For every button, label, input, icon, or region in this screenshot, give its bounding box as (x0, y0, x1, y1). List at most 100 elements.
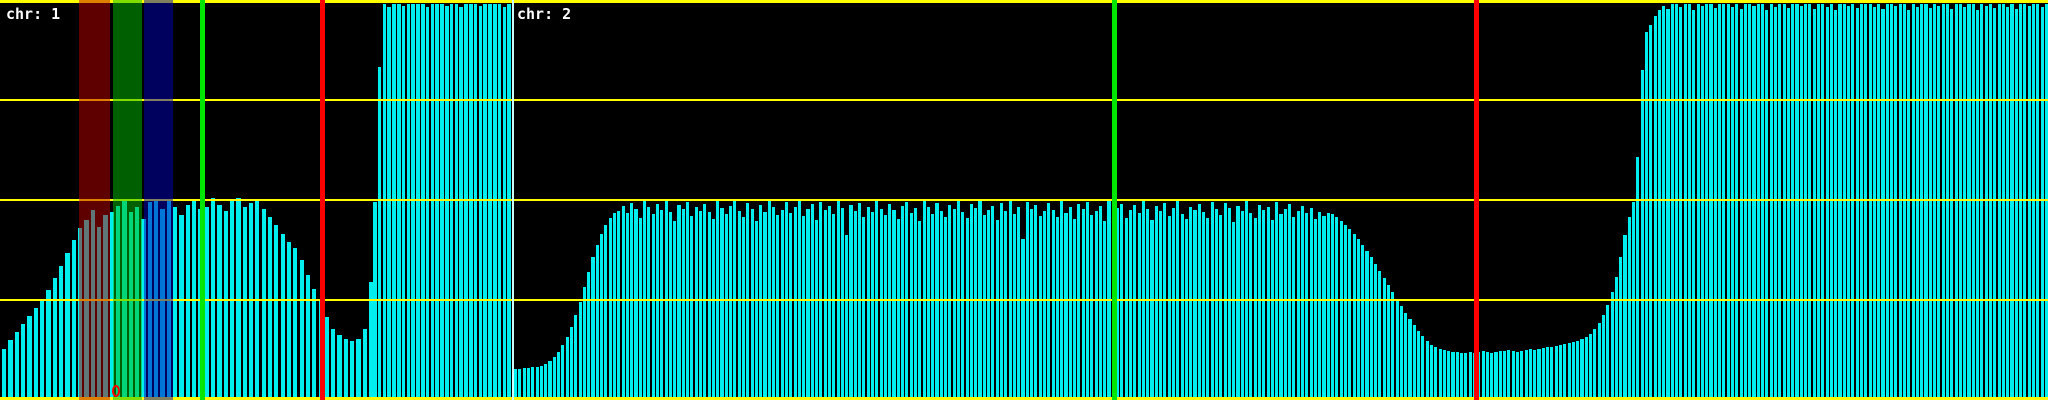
bar (1730, 7, 1735, 400)
bar (1038, 216, 1042, 400)
region-band (79, 0, 110, 400)
bar (430, 4, 435, 400)
bar (65, 253, 70, 400)
bar (522, 368, 526, 400)
bar (1739, 9, 1743, 400)
bar (1103, 221, 1107, 400)
bar (1236, 206, 1240, 400)
bar (518, 369, 522, 400)
bar (1537, 349, 1541, 400)
bar (655, 204, 660, 400)
bar (677, 205, 681, 400)
bar (343, 339, 349, 400)
bar (1116, 208, 1120, 400)
bar (1219, 215, 1223, 400)
bar (1563, 344, 1567, 400)
bar (1859, 4, 1864, 400)
bar (1546, 347, 1550, 400)
bar (1073, 219, 1077, 400)
bar (1984, 6, 1988, 400)
bar (1881, 9, 1885, 400)
bar (1855, 8, 1859, 400)
bar (1322, 216, 1326, 400)
bar (1851, 4, 1855, 400)
bar (421, 4, 425, 400)
bar (1825, 7, 1829, 400)
gridline (0, 0, 2048, 3)
bar (1533, 350, 1537, 400)
gridline (0, 99, 2048, 101)
bar (1722, 4, 1726, 400)
bar (411, 4, 415, 400)
bar (1902, 4, 1907, 400)
bar (1042, 211, 1047, 400)
bar (1326, 213, 1330, 400)
bar (1253, 218, 1257, 400)
bar (1993, 8, 1997, 400)
bar (2006, 7, 2010, 400)
bar (369, 282, 374, 400)
bar (1120, 204, 1124, 400)
bar (1834, 10, 1838, 400)
bar (1627, 217, 1631, 400)
bar (1971, 4, 1975, 400)
bar (961, 212, 965, 400)
bar (1829, 4, 1833, 400)
bar (819, 202, 823, 400)
bar (1202, 212, 1206, 400)
bar (497, 4, 502, 400)
bar (1503, 351, 1507, 400)
bar (1262, 210, 1266, 400)
bar (2044, 4, 2048, 400)
bar (913, 208, 918, 400)
bar (647, 207, 651, 400)
bar (52, 278, 57, 400)
bar (1077, 204, 1081, 400)
bar (1812, 9, 1816, 400)
bar (401, 6, 406, 400)
bar (1907, 10, 1911, 400)
bar (2036, 4, 2040, 400)
bar (1589, 334, 1593, 400)
bar (1644, 32, 1649, 400)
bar (1838, 4, 1842, 400)
bar (1133, 205, 1137, 400)
bar (1460, 353, 1464, 400)
marker-line (200, 0, 205, 400)
bar (1090, 215, 1094, 400)
bar (1528, 349, 1532, 400)
bar (2, 349, 7, 400)
bar (561, 345, 565, 400)
bar (595, 245, 599, 400)
bar (638, 218, 642, 400)
bar (815, 220, 819, 400)
bar (1210, 202, 1214, 400)
bar (578, 302, 582, 400)
bar (406, 4, 411, 400)
bar (539, 366, 543, 400)
bar (703, 204, 707, 400)
bar (204, 207, 209, 400)
bar (71, 240, 76, 400)
region-band (144, 0, 173, 400)
bar (574, 315, 578, 400)
bar (1791, 4, 1795, 400)
bar (1567, 343, 1571, 400)
bar (1391, 292, 1395, 400)
bar (634, 209, 638, 400)
bar (1816, 4, 1821, 400)
bar (179, 215, 184, 400)
bar (1417, 331, 1421, 400)
bar (1047, 203, 1051, 400)
bar (1085, 202, 1090, 400)
bar (582, 287, 586, 400)
bar (1606, 305, 1610, 400)
bar (754, 221, 758, 400)
bar (2010, 4, 2014, 400)
bar (1498, 351, 1502, 400)
bar (1030, 209, 1034, 400)
bar (1636, 157, 1640, 400)
bar (952, 209, 956, 400)
bar (711, 219, 715, 400)
bar (425, 7, 430, 400)
